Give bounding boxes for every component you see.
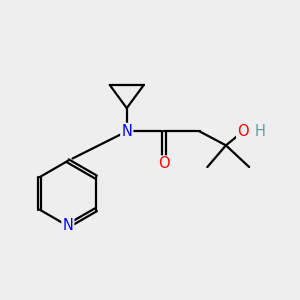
- Text: O: O: [237, 124, 249, 139]
- Text: N: N: [62, 218, 73, 233]
- Text: N: N: [121, 124, 132, 139]
- Text: H: H: [255, 124, 266, 139]
- Text: O: O: [158, 156, 170, 171]
